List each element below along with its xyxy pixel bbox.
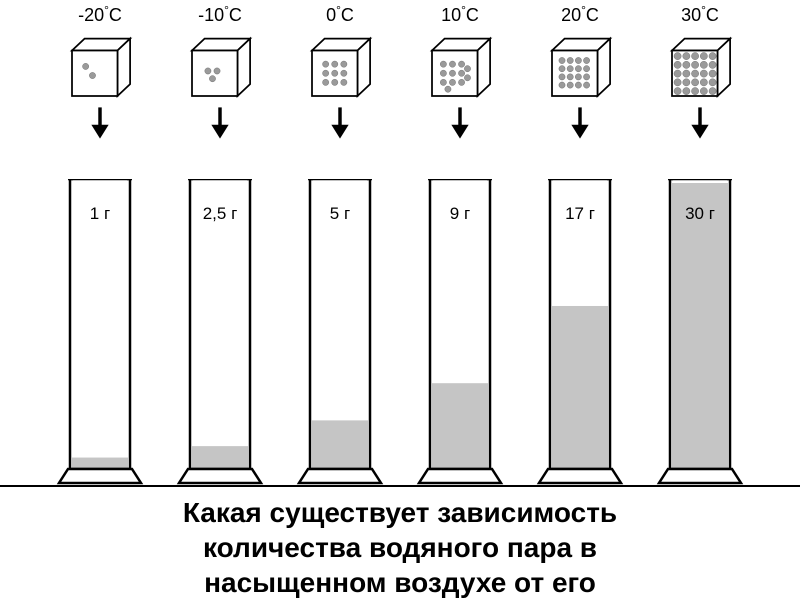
diagram-column: -10°C 2,5 г [170,5,270,485]
air-cube-icon [665,33,735,103]
air-cube-icon [305,33,375,103]
arrow-down-icon [87,105,113,143]
svg-text:9 г: 9 г [450,204,470,223]
air-cube-icon [425,33,495,103]
diagram-column: 0°C 5 г [290,5,390,485]
arrow-down-icon [327,105,353,143]
diagram-column: -20°C 1 г [50,5,150,485]
svg-text:30 г: 30 г [685,204,715,223]
diagram-column: 30°C 30 г [650,5,750,485]
svg-text:1 г: 1 г [90,204,110,223]
temperature-label: 30°C [681,5,719,29]
water-cylinder: 2,5 г [170,143,270,485]
arrow-down-icon [207,105,233,143]
caption-line-2: количества водяного пара в [40,530,760,565]
air-cube-icon [545,33,615,103]
water-cylinder: 9 г [410,143,510,485]
air-cube-icon [65,33,135,103]
temperature-label: -20°C [78,5,122,29]
temperature-label: 10°C [441,5,479,29]
diagram-area: -20°C 1 г -10°C 2,5 г 0°C 5 г 10°C 9 г 20°C 17 г 3… [0,0,800,487]
water-cylinder: 5 г [290,143,390,485]
arrow-down-icon [447,105,473,143]
caption: Какая существует зависимость количества … [0,487,800,600]
water-cylinder: 30 г [650,143,750,485]
caption-line-1: Какая существует зависимость [40,495,760,530]
svg-text:2,5 г: 2,5 г [203,204,238,223]
diagram-column: 20°C 17 г [530,5,630,485]
air-cube-icon [185,33,255,103]
temperature-label: 0°C [326,5,354,29]
svg-text:5 г: 5 г [330,204,350,223]
arrow-down-icon [567,105,593,143]
arrow-down-icon [687,105,713,143]
water-cylinder: 17 г [530,143,630,485]
temperature-label: -10°C [198,5,242,29]
svg-text:17 г: 17 г [565,204,595,223]
temperature-label: 20°C [561,5,599,29]
diagram-column: 10°C 9 г [410,5,510,485]
water-cylinder: 1 г [50,143,150,485]
caption-line-3: насыщенном воздухе от его [40,565,760,600]
